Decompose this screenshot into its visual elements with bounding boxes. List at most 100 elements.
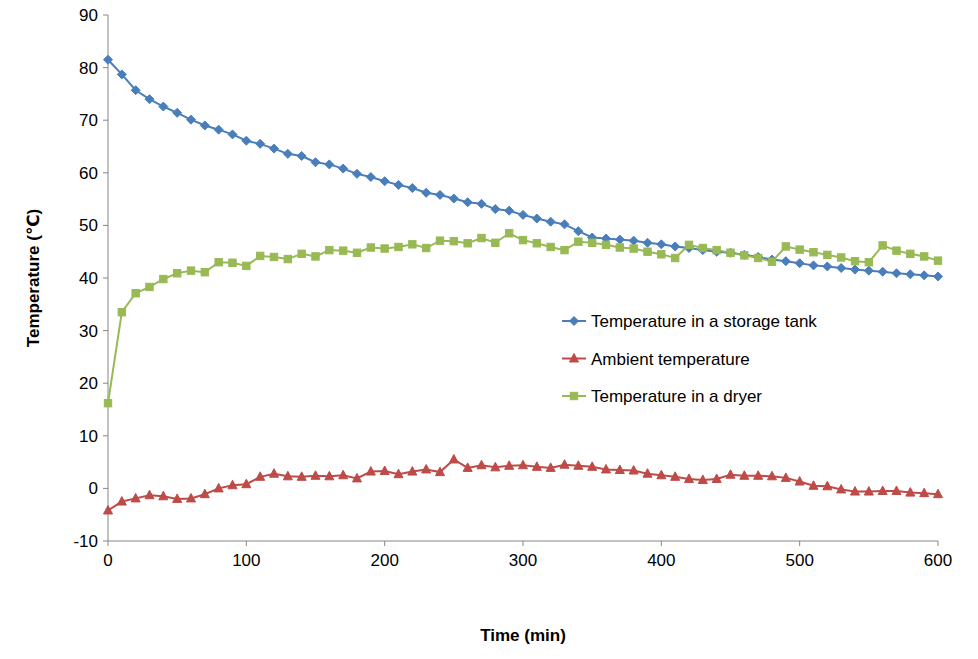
series-marker [297,151,306,160]
series-marker [643,469,652,478]
series-marker [408,467,417,476]
series-line [108,60,938,277]
series-marker [740,471,749,480]
series-marker [200,121,209,130]
series-marker [878,267,887,276]
series-marker [353,249,360,256]
series-marker [920,253,927,260]
series-marker [270,253,277,260]
legend-marker [570,354,579,363]
series-marker [104,55,113,64]
series-marker [741,252,748,259]
series-marker [117,70,126,79]
series-marker [160,275,167,282]
series-marker [146,283,153,290]
series-marker [283,471,292,480]
series-marker [408,184,417,193]
series-marker [699,244,706,251]
series-marker [795,477,804,486]
series-marker [325,160,334,169]
series-marker [353,473,362,482]
series-marker [920,271,929,280]
series-marker [366,173,375,182]
legend-marker [570,317,579,326]
series-marker [685,241,692,248]
series-marker [173,270,180,277]
series-marker [380,466,389,475]
series-marker [339,164,348,173]
series-marker [339,247,346,254]
series-marker [298,250,305,257]
series-line [108,459,938,510]
series-marker [864,487,873,496]
series-marker [436,237,443,244]
series-marker [228,130,237,139]
x-tick [246,541,247,546]
series-marker [809,261,818,270]
series-marker [671,242,680,251]
series-marker [145,95,154,104]
y-tick [103,383,108,384]
series-marker [145,490,154,499]
series-marker [477,460,486,469]
series-marker [768,258,775,265]
series-marker [409,241,416,248]
y-tick [103,225,108,226]
series-marker [657,240,666,249]
x-axis-title: Time (min) [480,626,566,645]
series-marker [907,250,914,257]
series-marker [588,239,595,246]
y-tick-label: 20 [79,374,98,393]
series-marker [588,462,597,471]
series-marker [864,266,873,275]
series-marker [837,264,846,273]
series-marker [505,230,512,237]
series-marker [658,251,665,258]
series-marker [671,254,678,261]
series-marker [546,463,555,472]
series-marker [602,464,611,473]
series-marker [726,470,735,479]
series-marker [824,251,831,258]
y-tick-label: 30 [79,322,98,341]
series-marker [795,259,804,268]
series-marker [256,472,265,481]
y-tick-label: -10 [73,532,98,551]
y-tick [103,120,108,121]
series-marker [394,469,403,478]
series-marker [422,244,429,251]
y-tick [103,15,108,16]
series-marker [339,470,348,479]
series-marker [712,247,721,256]
series-marker [353,169,362,178]
series-marker [782,243,789,250]
x-tick-label: 300 [509,551,537,570]
series-marker [698,475,707,484]
series-marker [449,454,458,463]
series-marker [367,244,374,251]
series-marker [754,254,761,261]
series-marker [422,464,431,473]
x-tick [108,541,109,546]
series-marker [242,479,251,488]
series-marker [200,489,209,498]
series-marker [781,473,790,482]
series-marker [463,463,472,472]
x-tick-label: 0 [103,551,112,570]
series-marker [560,220,569,229]
series-marker [450,237,457,244]
series-marker [325,471,334,480]
series-marker [934,489,943,498]
series-marker [104,399,111,406]
plot-area [104,55,943,514]
series-marker [311,158,320,167]
series-marker [823,481,832,490]
legend-marker [570,392,577,399]
y-tick-label: 50 [79,216,98,235]
series-marker [243,262,250,269]
y-tick-label: 60 [79,164,98,183]
series-marker [505,461,514,470]
y-tick [103,541,108,542]
series-marker [615,235,624,244]
x-tick [799,541,800,546]
